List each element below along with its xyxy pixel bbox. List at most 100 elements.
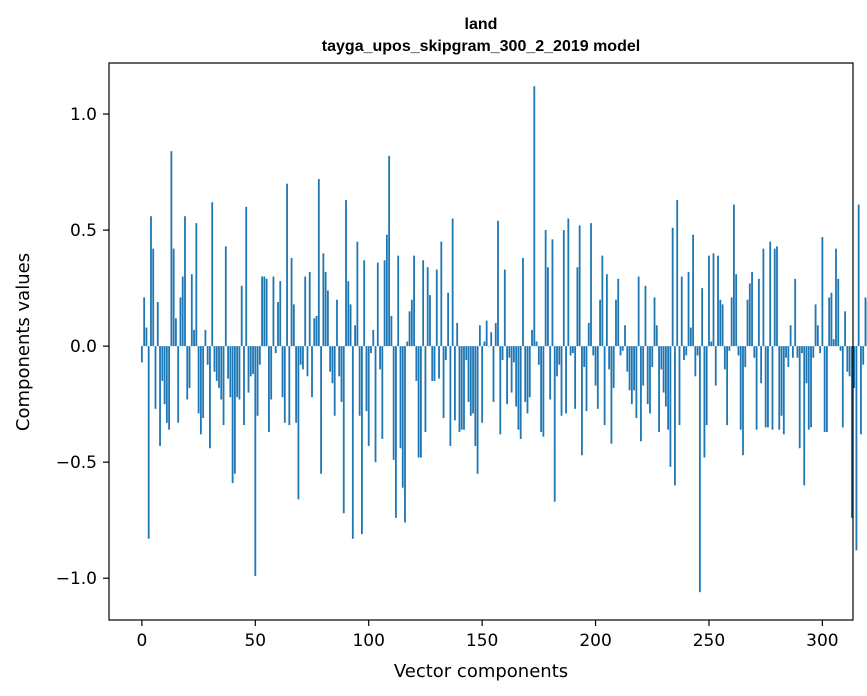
bar [181, 276, 184, 347]
bar [773, 248, 776, 347]
bar [417, 346, 420, 458]
bar [528, 346, 531, 398]
bar [803, 346, 806, 486]
bar [601, 255, 604, 347]
bar [744, 346, 747, 368]
bar [376, 262, 379, 347]
bar [324, 271, 327, 347]
bar [472, 346, 474, 414]
bar [295, 346, 298, 423]
bar [674, 346, 676, 486]
bar [860, 346, 862, 435]
bar [649, 346, 651, 414]
bar [265, 278, 268, 347]
bar [862, 346, 865, 365]
bar [499, 346, 502, 435]
bar [551, 239, 554, 347]
bar [769, 241, 772, 347]
bar [594, 346, 597, 386]
bar [218, 346, 220, 388]
bar [231, 346, 234, 484]
bar [755, 346, 758, 430]
bar [317, 179, 320, 347]
bar [147, 346, 150, 539]
bar [733, 204, 735, 347]
bar [152, 248, 155, 347]
bar [419, 346, 422, 458]
bar [592, 346, 595, 356]
bar [444, 346, 447, 361]
bar [458, 346, 461, 433]
bar [370, 346, 372, 354]
bar [819, 346, 822, 354]
bar [333, 346, 336, 416]
bar [644, 285, 647, 347]
bar [728, 346, 731, 351]
bar [469, 346, 472, 416]
x-axis-ticks: 0 50 100 150 200 250 300 [136, 620, 839, 651]
bar [184, 216, 186, 347]
bar [626, 346, 629, 372]
bar [381, 346, 384, 439]
bar [730, 297, 733, 347]
bar [508, 346, 511, 358]
bar [581, 346, 583, 456]
bar [345, 199, 347, 347]
bar [519, 346, 522, 439]
bar [268, 346, 270, 433]
bar [240, 285, 243, 347]
bar [290, 257, 293, 347]
bar [832, 339, 835, 347]
bar [855, 346, 858, 551]
bar [222, 346, 225, 426]
bar [274, 346, 277, 354]
bar [374, 346, 377, 463]
bar [361, 346, 363, 535]
bar [331, 346, 334, 384]
bars-group [140, 86, 867, 593]
bar [413, 255, 415, 347]
bar [522, 257, 524, 347]
bar [270, 346, 273, 400]
plot-frame [108, 62, 854, 621]
bar [667, 346, 670, 430]
bar [315, 315, 318, 347]
bar [737, 346, 740, 356]
bar [395, 346, 397, 518]
bar [494, 322, 497, 347]
bar [705, 346, 708, 426]
bar [277, 302, 279, 347]
bar [585, 346, 588, 412]
bar [342, 346, 345, 514]
bar [810, 346, 812, 428]
bar [220, 346, 223, 400]
bar [197, 346, 200, 414]
bar [438, 346, 440, 379]
bar [227, 346, 229, 379]
bar [801, 346, 803, 354]
bar [202, 346, 205, 419]
bar [828, 297, 831, 347]
bar [188, 346, 191, 388]
bar [258, 346, 261, 365]
bar [426, 267, 429, 347]
bar [497, 220, 499, 347]
bar [170, 151, 173, 347]
bar [628, 346, 631, 391]
bar [676, 199, 679, 347]
bar [778, 346, 781, 430]
bar [272, 276, 275, 347]
bar [351, 346, 354, 539]
bar [372, 329, 375, 347]
bar [712, 253, 715, 347]
bar [565, 346, 567, 414]
bar [812, 346, 815, 358]
bar [742, 346, 744, 456]
bar [150, 216, 152, 347]
bar [340, 346, 343, 402]
bar [229, 346, 232, 398]
bar [349, 304, 352, 347]
bar [578, 225, 581, 347]
bar [640, 346, 642, 442]
bar [243, 346, 245, 426]
